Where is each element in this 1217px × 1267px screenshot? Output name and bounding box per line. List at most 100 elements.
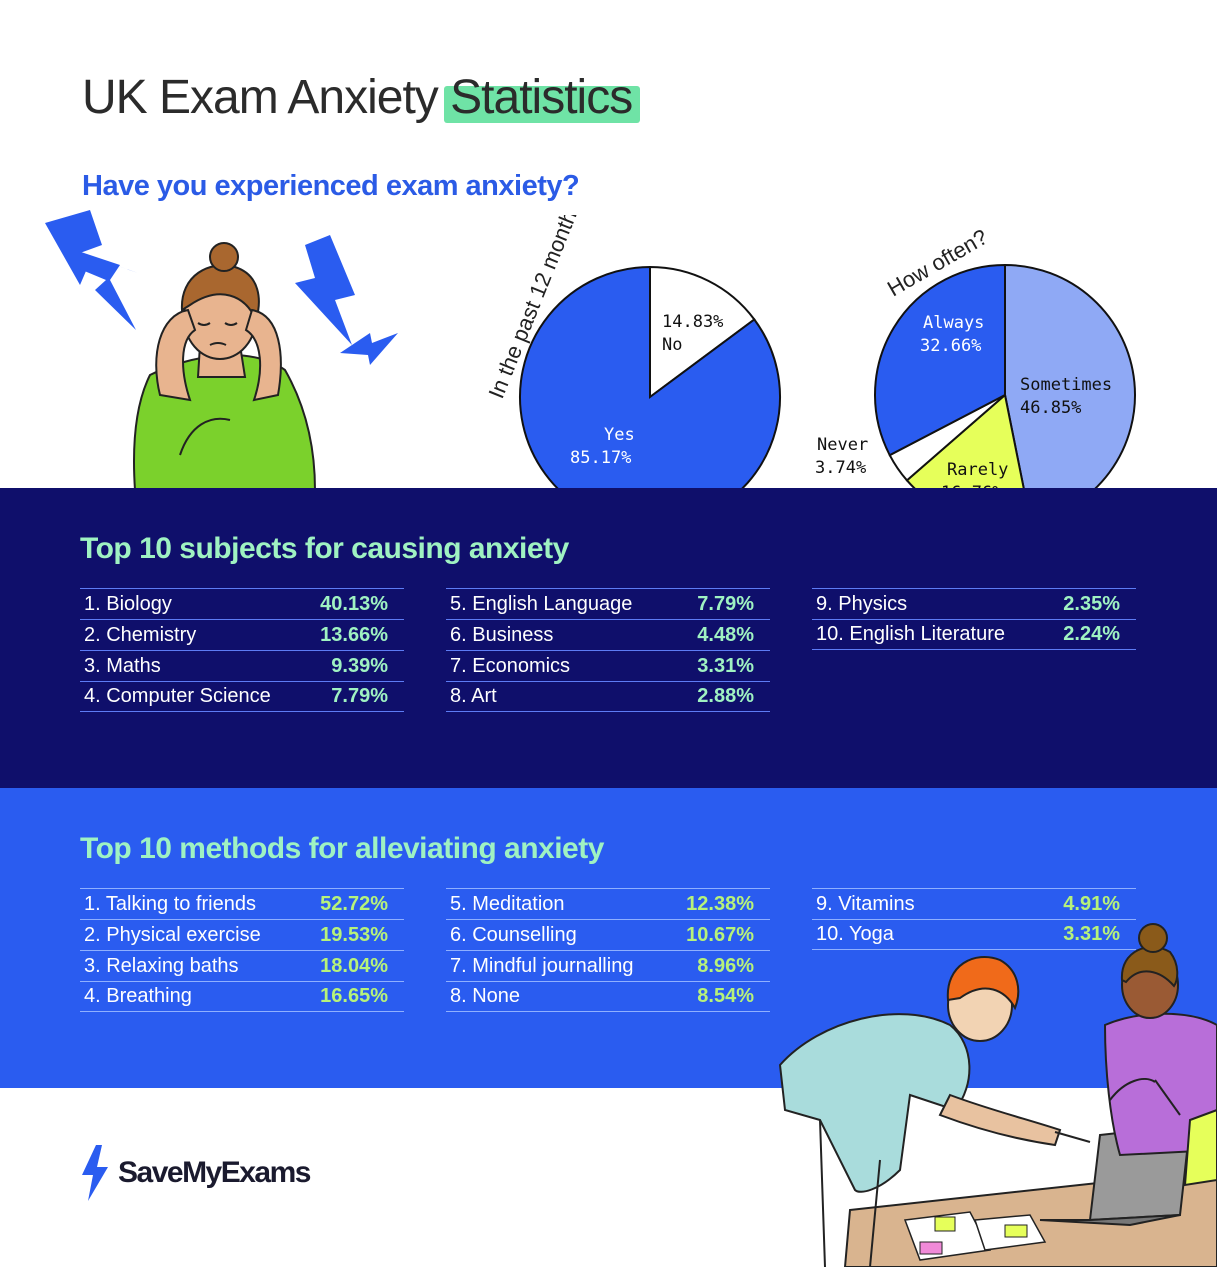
pie2-slice-always [874,263,1006,457]
pie2-label-rarely: Rarely [947,460,1008,480]
row-label: 9. Vitamins [816,892,915,915]
row-label: 4. Breathing [84,985,192,1007]
pie2-value-sometimes: 46.85% [1020,398,1081,418]
row-value: 52.72% [320,892,388,915]
row-label: 2. Physical exercise [84,923,261,946]
row-label: 8. Art [450,685,497,707]
row-label: 6. Business [450,623,554,646]
row-value: 8.96% [697,954,754,977]
subjects-table-col-1: 1. Biology 40.13% 2. Chemistry 13.66% 3. M… [80,588,404,712]
row-value: 4.48% [697,623,754,646]
row-label: 3. Maths [84,654,161,677]
row-value: 40.13% [320,592,388,615]
brand-name: SaveMyExams [118,1156,311,1189]
table-row: 8. None 8.54% [446,981,770,1012]
title-highlight: Statistics [444,71,641,124]
subjects-table-col-2: 5. English Language 7.79% 6. Business 4.48… [446,588,770,712]
page-title: UK Exam Anxiety Statistics [82,70,641,125]
table-row: 2. Chemistry 13.66% [80,619,404,650]
pie1-slices [519,265,781,528]
table-row: 2. Physical exercise 19.53% [80,919,404,950]
table-row: 6. Business 4.48% [446,619,770,650]
pie1-slice-label-no-value: 14.83% [662,312,723,332]
row-label: 3. Relaxing baths [84,954,239,977]
subjects-table-col-3: 9. Physics 2.35% 10. English Literature 2.… [812,588,1136,650]
pie2-label-never: Never [817,435,868,455]
pie1-slice-label-yes: Yes [604,425,635,445]
pie2-value-never: 3.74% [815,458,866,478]
lightning-bolt-icon [60,245,136,330]
row-label: 5. English Language [450,592,633,615]
methods-table-col-1: 1. Talking to friends 52.72% 2. Physical … [80,888,404,1012]
pie1-slice-label-no: No [662,335,682,355]
stressed-student-illustration [45,210,398,490]
row-value: 7.79% [331,685,388,707]
row-label: 7. Economics [450,654,571,677]
pie1-slice-label-yes-value: 85.17% [570,448,631,468]
table-row: 5. Meditation 12.38% [446,888,770,919]
row-value: 2.24% [1063,623,1120,645]
students-studying-illustration [778,923,1217,1267]
brand-logo: SaveMyExams [78,1145,311,1201]
table-row: 8. Art 2.88% [446,681,770,712]
lightning-bolt-icon [82,1145,108,1201]
methods-section: Top 10 methods for alleviating anxiety 1… [0,788,1217,1088]
row-value: 10.67% [686,923,754,946]
table-row: 3. Maths 9.39% [80,650,404,681]
pie2-label-always: Always [923,313,984,333]
row-value: 9.39% [331,654,388,677]
methods-table-col-2: 5. Meditation 12.38% 6. Counselling 10.67%… [446,888,770,1012]
row-value: 2.35% [1063,592,1120,615]
row-label: 4. Computer Science [84,685,271,707]
table-row: 1. Biology 40.13% [80,588,404,619]
table-row: 1. Talking to friends 52.72% [80,888,404,919]
row-label: 8. None [450,985,521,1007]
table-row: 7. Mindful journalling 8.96% [446,950,770,981]
table-row: 4. Breathing 16.65% [80,981,404,1012]
row-label: 9. Physics [816,592,908,615]
pie2-label-sometimes: Sometimes [1020,375,1112,395]
lightning-bolt-icon [45,210,138,285]
subjects-section: Top 10 subjects for causing anxiety 1. B… [0,488,1217,788]
row-value: 18.04% [320,954,388,977]
pie-chart-how-often: How often? Always 32.66% Sometimes 46.85… [815,225,1136,526]
table-row: 9. Vitamins 4.91% [812,888,1136,919]
row-label: 10. English Literature [816,623,1006,645]
row-label: 6. Counselling [450,923,577,946]
row-label: 7. Mindful journalling [450,954,634,977]
methods-section-title: Top 10 methods for alleviating anxiety [80,832,604,865]
row-label: 10. Yoga [816,923,894,945]
table-row: 3. Relaxing baths 18.04% [80,950,404,981]
row-value: 8.54% [697,985,754,1007]
row-label: 1. Talking to friends [84,892,256,915]
row-value: 3.31% [1063,923,1120,945]
question-heading: Have you experienced exam anxiety? [82,170,580,202]
pie-chart-past-12-months: In the past 12 months? 14.83% No Yes 85.… [483,215,781,528]
row-value: 16.65% [320,985,388,1007]
pie2-slices [874,263,1136,526]
row-value: 19.53% [320,923,388,946]
table-row: 10. English Literature 2.24% [812,619,1136,650]
table-row: 9. Physics 2.35% [812,588,1136,619]
row-label: 5. Meditation [450,892,565,915]
row-label: 1. Biology [84,592,172,615]
pie1-slice-no [649,265,756,399]
methods-table-col-3: 9. Vitamins 4.91% 10. Yoga 3.31% [812,888,1136,950]
row-value: 2.88% [697,685,754,707]
pie2-value-always: 32.66% [920,336,981,356]
table-row: 4. Computer Science 7.79% [80,681,404,712]
title-main: UK Exam Anxiety [82,71,439,124]
row-value: 7.79% [697,592,754,615]
subjects-section-title: Top 10 subjects for causing anxiety [80,532,569,565]
row-label: 2. Chemistry [84,623,197,646]
lightning-bolt-icon [295,235,355,345]
table-row: 6. Counselling 10.67% [446,919,770,950]
table-row: 7. Economics 3.31% [446,650,770,681]
lightning-bolt-icon [340,333,398,365]
table-row: 5. English Language 7.79% [446,588,770,619]
row-value: 4.91% [1063,892,1120,915]
row-value: 13.66% [320,623,388,646]
row-value: 3.31% [697,654,754,677]
row-value: 12.38% [686,892,754,915]
table-row: 10. Yoga 3.31% [812,919,1136,950]
